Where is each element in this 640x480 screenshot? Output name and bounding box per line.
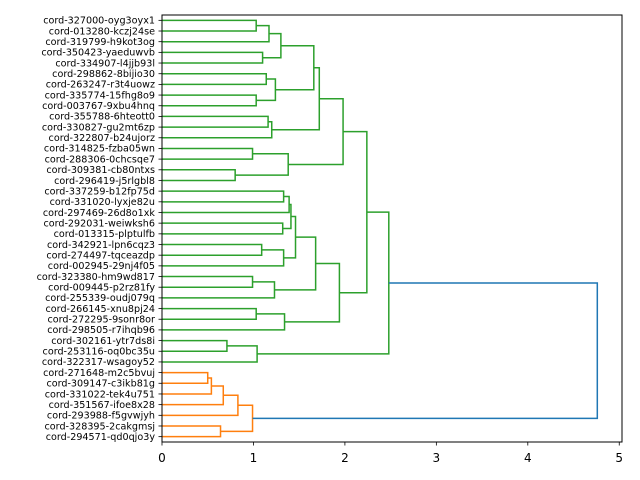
dendrogram-link-n2 <box>162 51 264 64</box>
leaf-label: cord-331022-tek4u751 <box>45 389 155 400</box>
leaf-label: cord-350423-yaeduwvb <box>41 48 155 59</box>
dendrogram-link-n10 <box>271 66 321 131</box>
leaf-label: cord-288306-0chcsqe7 <box>45 154 155 165</box>
dendrogram-link-n4 <box>162 72 268 86</box>
dendrogram-link-n23 <box>162 281 276 299</box>
leaf-label: cord-274497-tqceazdp <box>46 250 155 261</box>
dendrogram-link-n38 <box>252 282 599 420</box>
dendrogram-link-n27 <box>284 262 341 323</box>
leaf-label: cord-013280-kczj24se <box>49 26 155 37</box>
leaf-label: cord-334907-l4jjb93l <box>55 58 155 69</box>
leaf-label: cord-351567-ifoe8x28 <box>49 400 155 411</box>
dendrogram-link-n16 <box>162 195 290 214</box>
leaf-label: cord-263247-r3t4uowz <box>46 80 155 91</box>
leaf-label: cord-309381-cb80ntxs <box>46 165 155 176</box>
leaf-label: cord-322807-b24ujorz <box>49 133 155 144</box>
leaf-label: cord-253116-oq0bc35u <box>43 347 155 358</box>
leaf-label: cord-330827-gu2mt6zp <box>42 122 155 133</box>
leaf-label: cord-335774-15fhg8o9 <box>45 90 155 101</box>
dendrogram-link-n12 <box>162 169 236 182</box>
x-tick-label: 5 <box>615 451 623 465</box>
leaf-label: cord-296419-j5rlgbl8 <box>54 176 155 187</box>
leaf-label: cord-323380-hm9wd817 <box>37 272 155 283</box>
leaf-label: cord-322317-wsagoy52 <box>42 357 155 368</box>
leaf-label: cord-298505-r7ihqb96 <box>47 325 155 336</box>
leaf-label: cord-013315-plptulfb <box>54 229 155 240</box>
x-tick-label: 2 <box>341 451 349 465</box>
x-tick-label: 0 <box>158 451 166 465</box>
dendrogram-link-n7 <box>275 44 315 91</box>
leaf-label: cord-003767-9xbu4hnq <box>42 101 155 112</box>
dendrogram-link-n24 <box>274 236 317 291</box>
leaf-label: cord-293988-f5gvwjyh <box>47 411 155 422</box>
leaf-label: cord-266145-xnu8pj24 <box>46 304 155 315</box>
x-axis-ticks: 0 1 2 3 4 5 <box>158 442 623 465</box>
leaf-label: cord-328395-2cakgmsj <box>45 421 155 432</box>
leaf-label: cord-297469-26d8o1xk <box>43 208 156 219</box>
dendrogram-link-n8 <box>162 115 269 128</box>
leaf-label: cord-314825-fzba05wn <box>44 144 155 155</box>
leaf-label: cord-342921-lpn6cqz3 <box>47 240 155 251</box>
leaf-label: cord-302161-ytr7ds8i <box>51 336 155 347</box>
dendrogram-link-n31 <box>257 211 390 355</box>
x-tick-label: 3 <box>433 451 441 465</box>
leaf-label: cord-294571-qd0qjo3y <box>46 432 156 443</box>
x-tick-label: 1 <box>250 451 258 465</box>
leaf-label: cord-271648-m2c5bvuj <box>43 368 155 379</box>
leaf-label: cord-255339-oudj079q <box>45 293 155 304</box>
dendrogram-link-n15 <box>162 190 285 203</box>
dendrogram-link-n29 <box>162 339 228 353</box>
leaf-label: cord-331020-lyxje82u <box>50 197 155 208</box>
leaf-label: cord-327000-oyg3oyx1 <box>43 16 155 27</box>
leaf-label: cord-319799-h9kot3og <box>45 37 155 48</box>
leaf-label: cord-272295-9sonr8or <box>48 315 156 326</box>
leaf-label: cord-309147-c3ikb81g <box>46 379 155 390</box>
dendrogram-link-n30 <box>162 345 258 363</box>
leaf-label: cord-298862-8bijio30 <box>52 69 155 80</box>
leaf-label: cord-009445-p2rz81fy <box>48 283 155 294</box>
y-axis-ticks <box>158 19 162 438</box>
x-tick-label: 4 <box>524 451 532 465</box>
dendrogram-link-n20 <box>162 249 285 267</box>
dendrogram-link-n18 <box>282 203 292 230</box>
dendrogram-link-n1 <box>162 24 270 43</box>
leaf-label: cord-337259-b12fp75d <box>44 186 155 197</box>
dendrogram-links <box>162 19 599 438</box>
axes-frame <box>161 14 623 443</box>
leaf-labels: cord-327000-oyg3oyx1cord-013280-kczj24se… <box>37 16 156 443</box>
leaf-label: cord-292031-weiwksh6 <box>43 218 155 229</box>
leaf-label: cord-002945-29nj4f05 <box>48 261 155 272</box>
leaf-label: cord-355788-6hteott0 <box>49 112 155 123</box>
dendrogram-link-n34 <box>162 385 225 406</box>
